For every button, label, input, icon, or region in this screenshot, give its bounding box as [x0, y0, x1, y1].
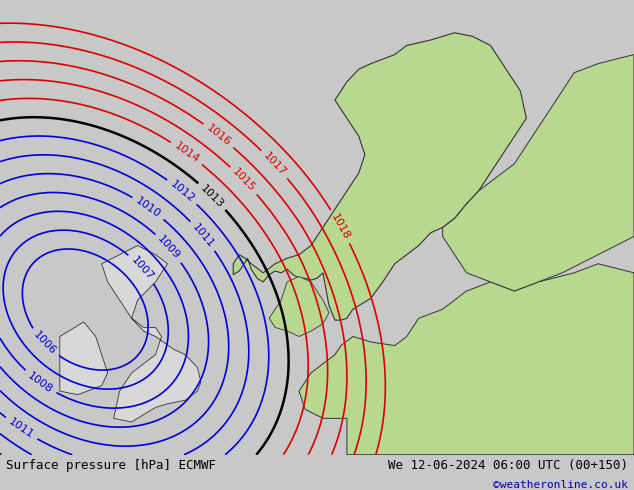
Text: 1014: 1014	[172, 141, 201, 165]
Polygon shape	[443, 54, 634, 291]
Polygon shape	[101, 245, 201, 422]
Text: 1007: 1007	[129, 255, 155, 282]
Text: 1013: 1013	[199, 183, 226, 210]
Text: 1009: 1009	[156, 234, 182, 262]
Text: Surface pressure [hPa] ECMWF: Surface pressure [hPa] ECMWF	[6, 459, 216, 472]
Polygon shape	[233, 33, 526, 320]
Text: We 12-06-2024 06:00 UTC (00+150): We 12-06-2024 06:00 UTC (00+150)	[387, 459, 628, 472]
Text: 1011: 1011	[190, 222, 216, 250]
Text: 1010: 1010	[134, 196, 163, 220]
Polygon shape	[269, 276, 329, 337]
Text: 1011: 1011	[7, 417, 36, 441]
Text: 1017: 1017	[261, 150, 288, 178]
Text: 1006: 1006	[31, 330, 58, 357]
Polygon shape	[299, 264, 634, 455]
Text: 1008: 1008	[26, 370, 55, 395]
Text: 1018: 1018	[329, 212, 352, 241]
Text: 1015: 1015	[231, 167, 257, 194]
Polygon shape	[60, 322, 108, 395]
Text: ©weatheronline.co.uk: ©weatheronline.co.uk	[493, 480, 628, 490]
Text: 1016: 1016	[204, 123, 233, 148]
Text: 1012: 1012	[168, 179, 197, 204]
